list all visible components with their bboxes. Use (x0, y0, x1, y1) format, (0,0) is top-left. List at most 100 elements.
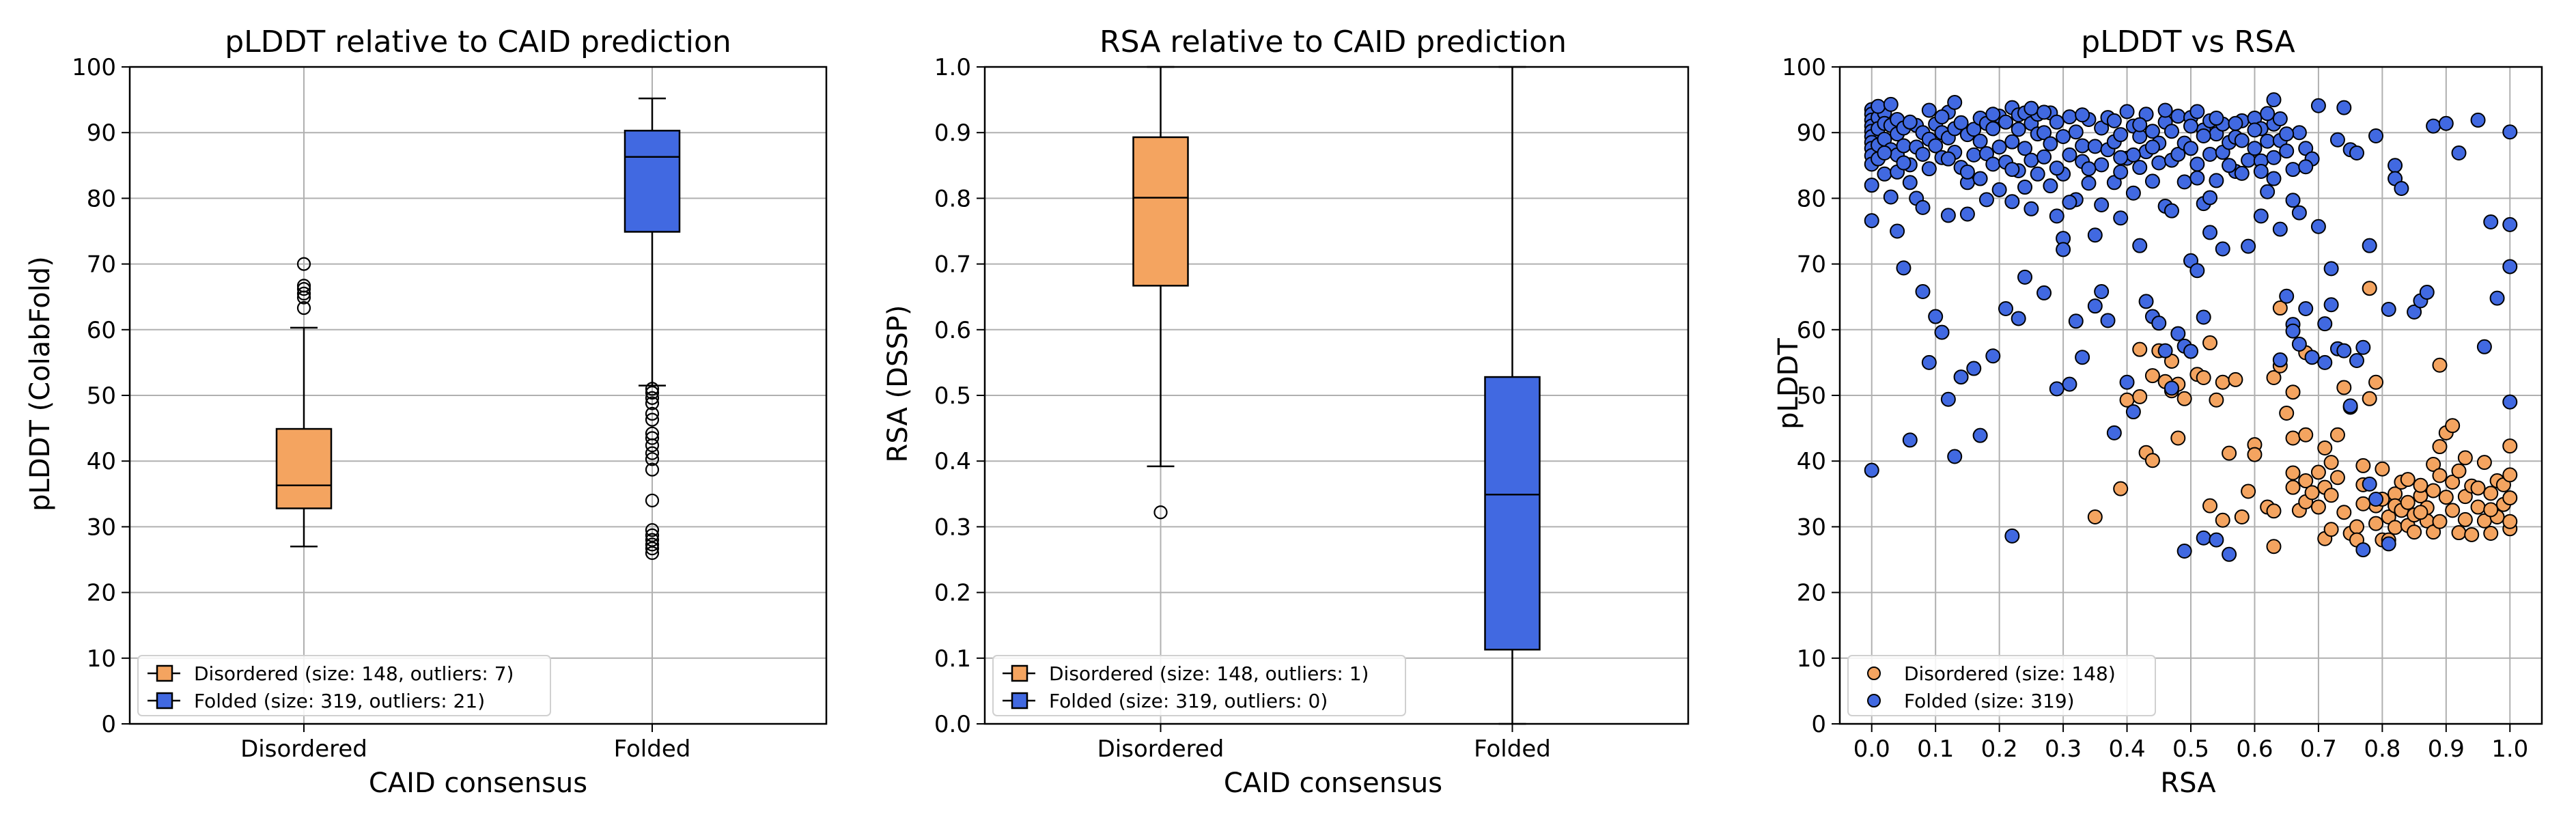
scatter-point (1985, 348, 2001, 364)
scatter-point (2011, 311, 2026, 326)
scatter-point (2222, 158, 2237, 173)
scatter-point (2470, 499, 2486, 515)
scatter-point (2176, 543, 2192, 559)
y-tick-label: 50 (87, 382, 116, 410)
scatter-point (2215, 512, 2230, 528)
scatter-point (1953, 115, 1969, 130)
scatter-point (2004, 162, 2020, 178)
scatter-point (2266, 150, 2282, 165)
legend-label: Folded (size: 319, outliers: 0) (1049, 690, 1328, 712)
scatter-point (1934, 109, 1950, 125)
x-tick-label: 0.9 (2428, 735, 2465, 763)
scatter-point (2094, 197, 2110, 213)
scatter-point (2285, 162, 2301, 178)
outlier-point (296, 282, 311, 296)
scatter-point (1877, 166, 1892, 182)
scatter-point (2011, 122, 2026, 137)
scatter-point (2056, 128, 2071, 144)
scatter-point (2368, 128, 2384, 144)
scatter-point (2017, 180, 2033, 195)
scatter-point (2291, 125, 2307, 141)
scatter-point (2170, 146, 2186, 162)
scatter-point (2438, 490, 2454, 505)
scatter-point (1972, 133, 1988, 149)
series-folded (1864, 92, 2518, 562)
scatter-point (2004, 528, 2020, 544)
scatter-point (2260, 106, 2276, 122)
scatter-point (2202, 498, 2218, 514)
scatter-point (2285, 465, 2301, 481)
y-tick-label: 100 (1782, 54, 1826, 81)
scatter-point (2043, 136, 2058, 152)
scatter-point (2298, 159, 2314, 175)
scatter-point (2215, 374, 2230, 390)
scatter-point (2336, 100, 2352, 115)
scatter-point (2317, 354, 2333, 370)
scatter-point (2272, 221, 2288, 237)
legend: Disordered (size: 148, outliers: 1) Folde… (992, 655, 1406, 716)
scatter-point (2489, 290, 2505, 306)
scatter-point (2234, 132, 2250, 148)
scatter-point (2144, 173, 2160, 189)
outlier-point (645, 523, 660, 537)
y-tick-label: 80 (87, 185, 116, 212)
scatter-point (1864, 462, 1879, 478)
y-tick-label: 40 (1797, 448, 1826, 475)
scatter-point (2247, 447, 2263, 462)
chart-title: pLDDT relative to CAID prediction (225, 25, 731, 59)
scatter-point (2336, 505, 2352, 520)
scatter-point (2502, 394, 2518, 410)
scatter-point (2502, 438, 2518, 454)
scatter-point (2215, 241, 2230, 257)
scatter-point (2317, 316, 2333, 332)
scatter-point (2502, 259, 2518, 275)
scatter-point (1985, 121, 2001, 137)
scatter-point (2138, 294, 2154, 309)
scatter-point (2445, 418, 2461, 434)
y-tick-label: 30 (87, 514, 116, 541)
iqr-box (1484, 376, 1541, 651)
scatter-point (1940, 208, 1956, 223)
scatter-point (2502, 490, 2518, 506)
scatter-point (2266, 92, 2282, 108)
scatter-point (1896, 155, 1912, 171)
outlier-point (296, 279, 311, 293)
scatter-point (2279, 405, 2295, 421)
scatter-point (2419, 284, 2435, 300)
scatter-panel: pLDDT vs RSA RSA pLDDT 0 10 20 30 40 50 60 70 80… (1773, 25, 2543, 799)
scatter-point (2132, 238, 2148, 253)
y-tick-label: 70 (1797, 251, 1826, 279)
iqr-box (624, 130, 681, 233)
scatter-point (2132, 160, 2148, 176)
scatter-point (2400, 472, 2416, 488)
scatter-point (2298, 301, 2314, 317)
scatter-point (1972, 427, 1988, 443)
scatter-point (2036, 125, 2052, 141)
scatter-point (2113, 210, 2129, 226)
scatter-point (2189, 263, 2205, 279)
scatter-point (2413, 505, 2428, 520)
outlier-point (1153, 505, 1168, 520)
scatter-point (2426, 457, 2441, 473)
scatter-point (2196, 530, 2211, 546)
scatter-point (2004, 194, 2020, 210)
scatter-point (2087, 139, 2103, 154)
scatter-point (2336, 343, 2352, 359)
scatter-point (2113, 164, 2129, 180)
scatter-point (2183, 343, 2198, 359)
scatter-point (2310, 98, 2326, 113)
scatter-point (2189, 170, 2205, 186)
scatter-point (1991, 182, 2007, 197)
scatter-point (2502, 514, 2518, 529)
scatter-point (2043, 178, 2058, 194)
legend-swatch (1011, 664, 1028, 682)
scatter-point (2036, 149, 2052, 165)
y-tick-label: 0.0 (934, 711, 971, 738)
axes-frame (128, 66, 828, 725)
scatter-point (1947, 449, 1963, 464)
scatter-point (2349, 353, 2364, 369)
y-tick-label: 0.2 (934, 580, 971, 607)
scatter-point (2298, 427, 2314, 443)
outlier-point (645, 386, 660, 400)
scatter-point (2234, 509, 2250, 524)
